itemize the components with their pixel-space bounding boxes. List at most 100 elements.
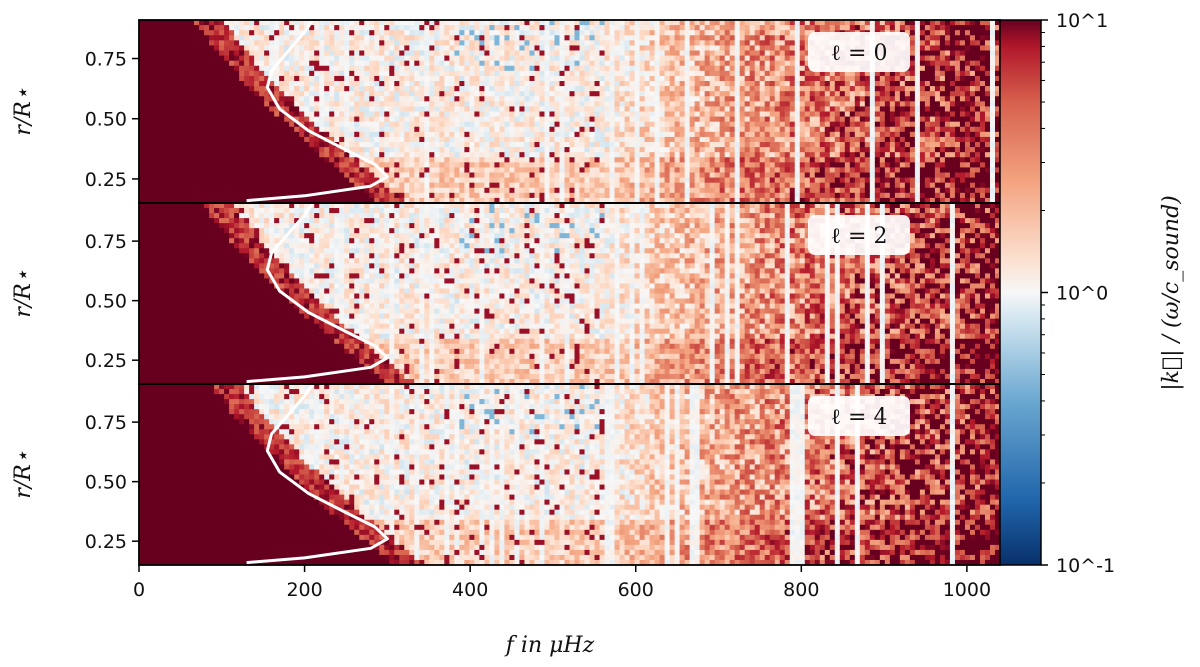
heatmap-cell [229, 91, 235, 97]
heatmap-cell [429, 96, 435, 102]
heatmap-cell [304, 167, 310, 174]
heatmap-cell [704, 35, 711, 41]
heatmap-cell [779, 35, 786, 41]
heatmap-cell [309, 45, 315, 52]
heatmap-cell [174, 91, 180, 97]
heatmap-cell [809, 91, 816, 97]
heatmap-cell [474, 86, 480, 92]
heatmap-cell [269, 147, 275, 153]
heatmap-cell [809, 131, 816, 138]
heatmap-cell [559, 50, 566, 57]
heatmap-cell [714, 60, 721, 67]
heatmap-cell [719, 75, 726, 82]
heatmap-cell [369, 162, 375, 169]
heatmap-cell [759, 60, 766, 67]
heatmap-cell [149, 197, 155, 203]
heatmap-cell [699, 131, 706, 138]
heatmap-cell [779, 20, 786, 26]
heatmap-cell [234, 70, 240, 77]
heatmap-cell [329, 131, 335, 138]
heatmap-cell [674, 40, 681, 47]
heatmap-cell [379, 157, 385, 163]
heatmap-cell [699, 177, 706, 184]
heatmap-cell [304, 187, 310, 194]
heatmap-cell [219, 65, 225, 72]
heatmap-cell [764, 45, 771, 52]
heatmap-cell [219, 197, 225, 203]
heatmap-cell [789, 157, 796, 163]
heatmap-cell [699, 136, 706, 143]
heatmap-cell [584, 75, 591, 82]
heatmap-cell [294, 96, 300, 102]
heatmap-cell [159, 30, 165, 36]
heatmap-cell [459, 192, 465, 199]
heatmap-cell [144, 101, 150, 108]
heatmap-cell [474, 75, 480, 82]
heatmap-cell [534, 126, 541, 133]
heatmap-cell [209, 40, 215, 47]
heatmap-cell [234, 25, 240, 31]
heatmap-cell [389, 121, 395, 128]
heatmap-cell [319, 20, 325, 26]
heatmap-cell [214, 167, 220, 174]
heatmap-cell [479, 197, 486, 203]
heatmap-cell [714, 30, 721, 36]
heatmap-cell [279, 35, 285, 41]
heatmap-cell [639, 187, 646, 194]
heatmap-cell [684, 136, 691, 143]
heatmap-cell [399, 197, 405, 203]
heatmap-cell [654, 30, 661, 36]
heatmap-cell [389, 162, 395, 169]
heatmap-cell [614, 126, 621, 133]
heatmap-cell [529, 96, 536, 102]
heatmap-cell [579, 192, 586, 199]
heatmap-cell [764, 30, 771, 36]
heatmap-cell [564, 50, 571, 57]
heatmap-cell [179, 167, 185, 174]
heatmap-cell [739, 167, 746, 174]
heatmap-cell [209, 25, 215, 31]
heatmap-cell [609, 147, 616, 153]
heatmap-cell [344, 55, 350, 62]
heatmap-cell [399, 126, 405, 133]
heatmap-cell [404, 197, 410, 203]
heatmap-cell [389, 172, 395, 179]
heatmap-cell [824, 96, 831, 102]
heatmap-cell [394, 116, 400, 123]
heatmap-cell [744, 177, 751, 184]
heatmap-cell [634, 55, 641, 62]
heatmap-cell [424, 111, 430, 118]
heatmap-cell [769, 70, 776, 77]
heatmap-cell [344, 86, 350, 92]
heatmap-cell [169, 30, 175, 36]
heatmap-cell [604, 106, 611, 113]
heatmap-cell [709, 30, 716, 36]
heatmap-cell [144, 60, 150, 67]
heatmap-cell [519, 131, 526, 138]
heatmap-cell [319, 50, 325, 57]
heatmap-cell [499, 25, 506, 31]
heatmap-cell [484, 182, 491, 189]
heatmap-cell [624, 86, 631, 92]
heatmap-cell [694, 65, 701, 72]
heatmap-cell [259, 177, 265, 184]
heatmap-cell [319, 30, 325, 36]
heatmap-cell [264, 75, 270, 82]
heatmap-cell [624, 187, 631, 194]
heatmap-cell [149, 187, 155, 194]
heatmap-cell [689, 20, 696, 26]
heatmap-cell [759, 91, 766, 97]
heatmap-cell [369, 121, 375, 128]
heatmap-cell [729, 40, 736, 47]
heatmap-cell [209, 50, 215, 57]
heatmap-cell [539, 75, 546, 82]
heatmap-cell [424, 147, 430, 153]
heatmap-cell [764, 50, 771, 57]
heatmap-cell [779, 172, 786, 179]
heatmap-cell [529, 86, 536, 92]
heatmap-cell [204, 126, 210, 133]
heatmap-cell [599, 172, 606, 179]
heatmap-cell [344, 116, 350, 123]
heatmap-cell [724, 121, 731, 128]
heatmap-cell [159, 126, 165, 133]
